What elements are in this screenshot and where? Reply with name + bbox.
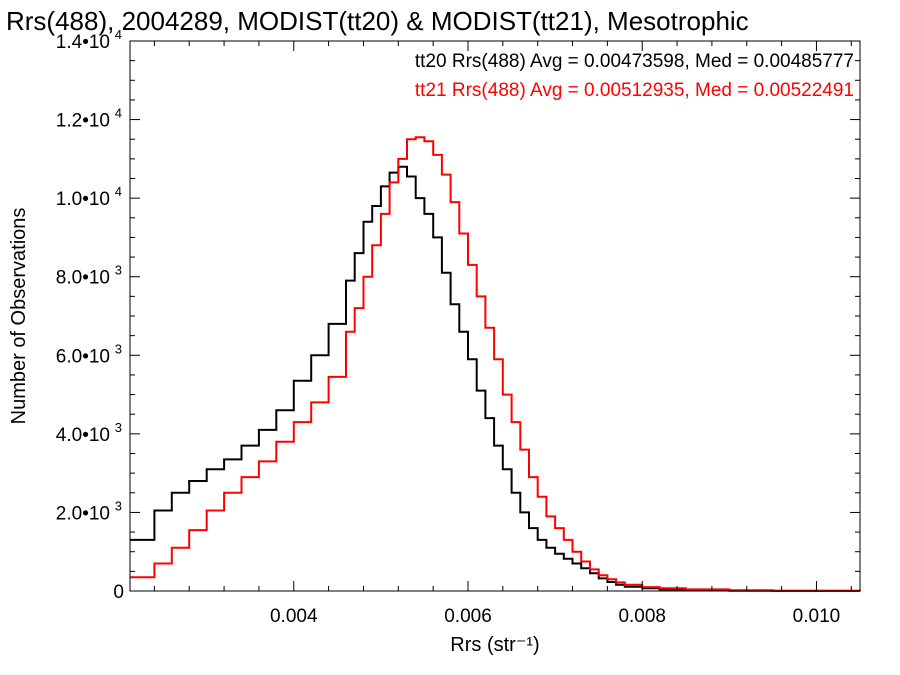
legend-entry-tt20: tt20 Rrs(488) Avg = 0.00473598, Med = 0.… bbox=[415, 51, 854, 72]
ticks-layer: 0.004 0.006 0.008 0.010 0 2.0•10 3 4.0•10 3 6.0•1… bbox=[56, 27, 860, 627]
y-tick-exponent: 4 bbox=[115, 27, 122, 42]
y-tick-label: 1.2•10 bbox=[56, 111, 110, 132]
series-line-tt20 bbox=[130, 165, 861, 592]
y-tick-exponent: 3 bbox=[115, 341, 122, 356]
y-axis-label: Number of Observations bbox=[8, 208, 30, 425]
series-line-tt21 bbox=[130, 136, 861, 592]
y-tick-label: 8.0•10 bbox=[56, 268, 110, 289]
series-layer bbox=[130, 136, 861, 592]
y-tick-exponent: 3 bbox=[115, 263, 122, 278]
y-tick-label: 1.0•10 bbox=[56, 189, 110, 210]
x-tick-label: 0.006 bbox=[444, 606, 492, 627]
x-tick-label: 0.010 bbox=[793, 606, 841, 627]
x-tick-label: 0.004 bbox=[270, 606, 318, 627]
y-tick-label: 6.0•10 bbox=[56, 346, 110, 367]
x-tick-label: 0.008 bbox=[618, 606, 666, 627]
y-tick-exponent: 3 bbox=[115, 498, 122, 513]
y-tick-label: 4.0•10 bbox=[56, 425, 110, 446]
x-axis-label: Rrs (str⁻¹) bbox=[450, 634, 539, 656]
y-tick-exponent: 4 bbox=[115, 106, 122, 121]
y-tick-label: 2.0•10 bbox=[56, 503, 110, 524]
legend-entry-tt21: tt21 Rrs(488) Avg = 0.00512935, Med = 0.… bbox=[415, 80, 854, 101]
chart-title: Rrs(488), 2004289, MODIST(tt20) & MODIST… bbox=[6, 6, 749, 36]
y-tick-label: 0 bbox=[113, 582, 124, 603]
y-tick-label: 1.4•10 bbox=[56, 32, 110, 53]
plot-frame bbox=[129, 40, 861, 592]
y-tick-exponent: 3 bbox=[115, 420, 122, 435]
y-tick-exponent: 4 bbox=[115, 184, 122, 199]
